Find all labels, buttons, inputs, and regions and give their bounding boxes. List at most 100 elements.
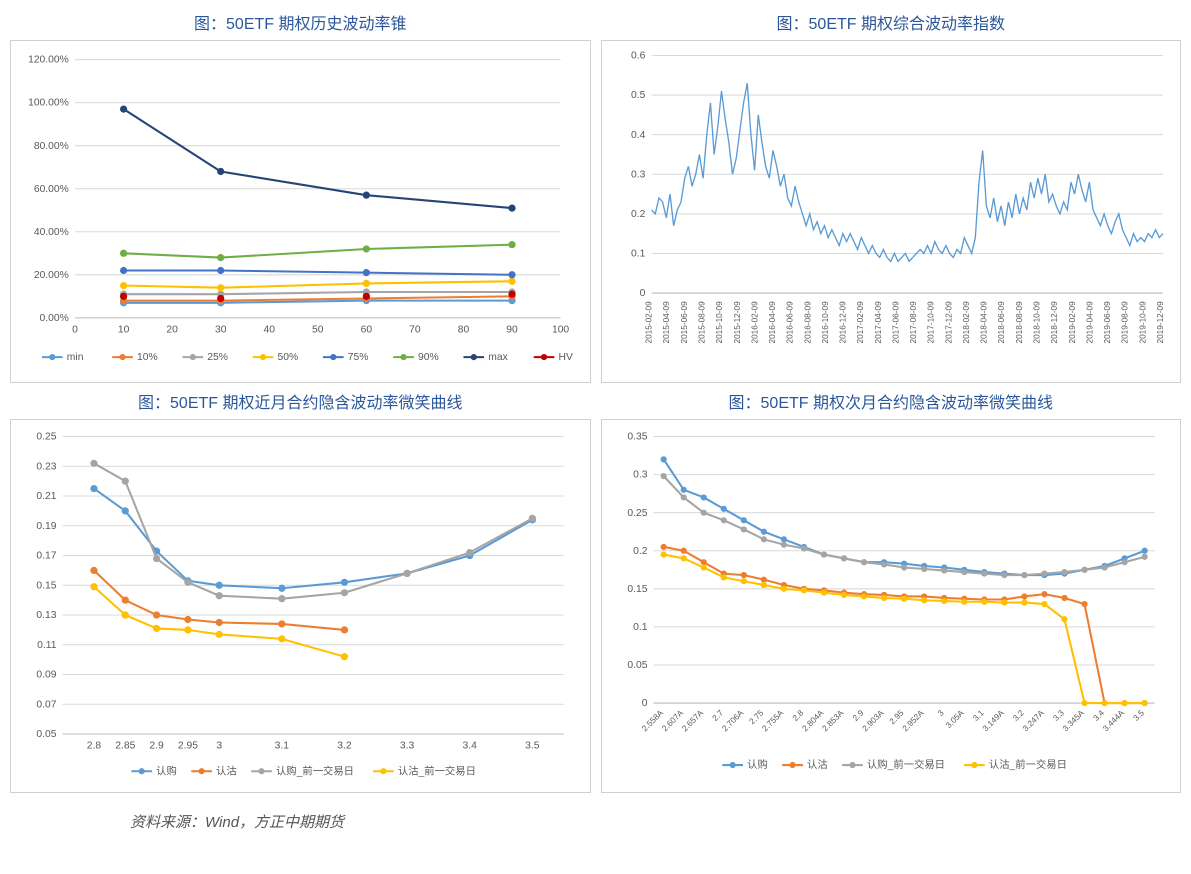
svg-text:认沽_前一交易日: 认沽_前一交易日 [398,764,476,777]
svg-text:2018-06-09: 2018-06-09 [997,301,1006,344]
svg-text:3: 3 [216,740,222,751]
svg-text:2019-12-09: 2019-12-09 [1155,301,1164,344]
svg-text:HV: HV [559,352,573,363]
chart2-box: 00.10.20.30.40.50.62015-02-092015-04-092… [601,40,1182,383]
svg-text:2015-10-09: 2015-10-09 [715,301,724,344]
svg-text:2016-02-09: 2016-02-09 [750,301,759,344]
svg-text:20.00%: 20.00% [34,270,69,281]
svg-text:2.903A: 2.903A [860,708,885,733]
svg-text:2016-04-09: 2016-04-09 [768,301,777,344]
svg-text:2018-12-09: 2018-12-09 [1050,301,1059,344]
svg-text:2016-12-09: 2016-12-09 [838,301,847,344]
svg-text:2019-02-09: 2019-02-09 [1067,301,1076,344]
chart2-svg: 00.10.20.30.40.50.62015-02-092015-04-092… [602,41,1181,382]
svg-text:0.25: 0.25 [36,432,56,443]
svg-text:3.4: 3.4 [1091,708,1106,723]
svg-text:3.1: 3.1 [971,708,986,723]
svg-text:2019-04-09: 2019-04-09 [1085,301,1094,344]
chart1-title: 图：50ETF 期权历史波动率锥 [10,10,591,34]
svg-text:0.05: 0.05 [627,660,647,671]
chart3-title: 图：50ETF 期权近月合约隐含波动率微笑曲线 [10,389,591,413]
svg-text:0: 0 [641,698,647,709]
svg-text:90: 90 [506,324,518,335]
svg-text:2017-08-09: 2017-08-09 [909,301,918,344]
svg-text:2015-04-09: 2015-04-09 [662,301,671,344]
chart3-svg: 0.050.070.090.110.130.150.170.190.210.23… [11,420,590,792]
svg-text:60: 60 [361,324,373,335]
svg-text:认购: 认购 [156,764,177,777]
svg-text:50%: 50% [278,352,299,363]
svg-text:认沽: 认沽 [807,758,828,771]
svg-text:认购_前一交易日: 认购_前一交易日 [276,764,354,777]
svg-text:2017-02-09: 2017-02-09 [856,301,865,344]
svg-text:40.00%: 40.00% [34,227,69,238]
svg-text:2.657A: 2.657A [680,708,705,733]
svg-text:2.85: 2.85 [115,740,135,751]
svg-text:0.00%: 0.00% [40,313,69,324]
svg-text:0.09: 0.09 [36,670,56,681]
svg-text:2018-08-09: 2018-08-09 [1014,301,1023,344]
svg-text:2019-06-09: 2019-06-09 [1103,301,1112,344]
source-line: 资料来源：Wind，方正中期期货 [130,811,1181,832]
svg-text:0.25: 0.25 [627,508,647,519]
svg-text:100: 100 [552,324,569,335]
svg-text:0.13: 0.13 [36,610,56,621]
svg-text:2016-10-09: 2016-10-09 [820,301,829,344]
svg-text:3: 3 [936,708,946,718]
svg-text:3.5: 3.5 [525,740,540,751]
svg-text:2.9: 2.9 [149,740,164,751]
svg-text:3.247A: 3.247A [1021,708,1046,733]
svg-text:0: 0 [639,288,645,299]
svg-text:3.149A: 3.149A [980,708,1005,733]
svg-text:0.19: 0.19 [36,521,56,532]
svg-text:70: 70 [409,324,421,335]
svg-text:2016-06-09: 2016-06-09 [785,301,794,344]
svg-text:100.00%: 100.00% [28,98,69,109]
svg-text:2.8: 2.8 [87,740,102,751]
svg-text:0.1: 0.1 [631,249,646,260]
svg-text:40: 40 [264,324,276,335]
svg-text:3.4: 3.4 [463,740,478,751]
svg-text:0.05: 0.05 [36,729,56,740]
svg-text:0.15: 0.15 [627,584,647,595]
svg-text:2017-04-09: 2017-04-09 [873,301,882,344]
svg-text:0: 0 [72,324,78,335]
svg-text:2.95: 2.95 [178,740,198,751]
svg-text:3.3: 3.3 [400,740,415,751]
chart4-title: 图：50ETF 期权次月合约隐含波动率微笑曲线 [601,389,1182,413]
svg-text:2.9: 2.9 [851,708,866,723]
svg-text:0.23: 0.23 [36,461,56,472]
svg-text:0.5: 0.5 [631,90,646,101]
svg-text:2017-12-09: 2017-12-09 [944,301,953,344]
svg-text:3.345A: 3.345A [1061,708,1086,733]
svg-text:3.05A: 3.05A [944,708,966,730]
svg-text:认沽: 认沽 [216,764,237,777]
svg-text:认购: 认购 [747,758,768,771]
svg-text:0.35: 0.35 [627,432,647,443]
svg-text:90%: 90% [418,352,439,363]
svg-text:2017-06-09: 2017-06-09 [891,301,900,344]
svg-text:0.4: 0.4 [631,130,646,141]
svg-text:0.21: 0.21 [36,491,56,502]
svg-text:0.07: 0.07 [36,699,56,710]
svg-text:30: 30 [215,324,227,335]
svg-text:20: 20 [166,324,178,335]
svg-text:0.11: 0.11 [37,640,57,651]
svg-text:10%: 10% [137,352,158,363]
chart2-title: 图：50ETF 期权综合波动率指数 [601,10,1182,34]
svg-text:2018-04-09: 2018-04-09 [979,301,988,344]
chart4-svg: 00.050.10.150.20.250.30.352.558A2.607A2.… [602,420,1181,792]
svg-text:0.3: 0.3 [633,470,648,481]
svg-text:2.8: 2.8 [790,708,805,723]
svg-text:0.15: 0.15 [36,580,56,591]
svg-text:min: min [67,352,84,363]
svg-text:max: max [488,352,508,363]
svg-text:2015-02-09: 2015-02-09 [644,301,653,344]
svg-text:3.444A: 3.444A [1101,708,1126,733]
svg-text:2.952A: 2.952A [900,708,925,733]
svg-text:2019-08-09: 2019-08-09 [1120,301,1129,344]
svg-text:2015-08-09: 2015-08-09 [697,301,706,344]
chart4-box: 00.050.10.150.20.250.30.352.558A2.607A2.… [601,419,1182,793]
svg-text:认购_前一交易日: 认购_前一交易日 [866,758,944,771]
svg-text:2.706A: 2.706A [720,708,745,733]
